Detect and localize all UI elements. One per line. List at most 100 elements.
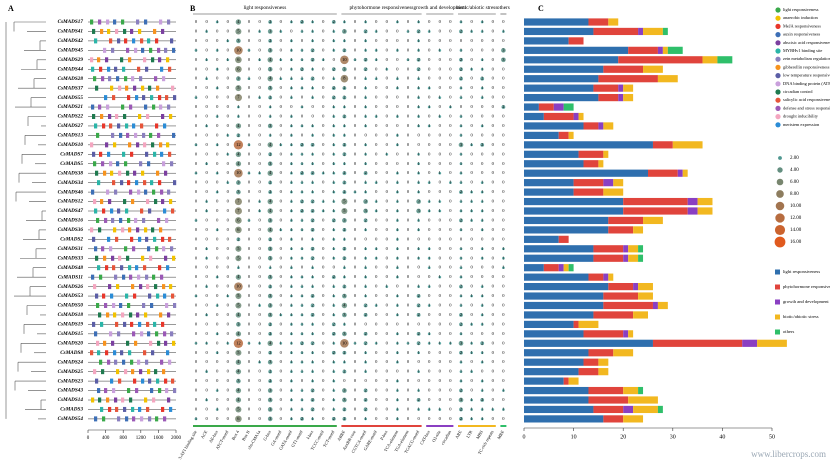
cell-value: 0 (386, 57, 389, 62)
legend-swatch (775, 64, 781, 70)
cell-value: 0 (258, 38, 261, 43)
bubble (310, 398, 315, 402)
motif (146, 321, 150, 327)
cell-value: 0 (258, 274, 261, 279)
cell-value: 0 (428, 114, 431, 119)
bubble (236, 322, 241, 327)
bubble (396, 398, 399, 402)
cell-value: 0 (375, 293, 378, 298)
bar-segment (524, 254, 594, 262)
motif (155, 123, 159, 129)
cell-value: 0 (216, 321, 219, 326)
cell-value: 0 (216, 312, 219, 317)
bubble (417, 370, 420, 373)
bubble (237, 266, 240, 270)
bar-segment (524, 264, 544, 272)
motif (129, 397, 133, 403)
bubble (268, 115, 272, 118)
cell-value: 0 (502, 151, 505, 156)
cell-value: 1 (290, 19, 292, 24)
cell-value: 1 (258, 170, 260, 175)
cell-value: 0 (195, 151, 198, 156)
cell-value: 0 (227, 47, 230, 52)
motif (115, 406, 119, 412)
cell-value: 1 (333, 38, 335, 43)
bubble (215, 389, 219, 392)
cell-value: 1 (290, 132, 292, 137)
bubble (311, 266, 314, 270)
bubble (342, 397, 347, 403)
motif (149, 340, 153, 346)
cell-value: 1 (481, 85, 483, 90)
cell-value: 0 (248, 236, 251, 241)
cell-value: 1 (205, 246, 207, 251)
cell-value: 0 (428, 57, 431, 62)
bubble (341, 198, 348, 205)
bubble (459, 313, 463, 317)
cell-value: 1 (333, 340, 335, 345)
bar-segment (603, 415, 624, 423)
bar-segment (702, 56, 718, 64)
cell-value: 0 (407, 227, 410, 232)
cell-value: 4 (237, 388, 240, 393)
cell-value: 0 (248, 359, 251, 364)
legend-label: auxin responsiveness (783, 32, 820, 37)
cell-value: 0 (449, 265, 452, 270)
bubble (417, 115, 420, 118)
bubble (310, 48, 315, 53)
cell-value: 1 (364, 114, 366, 119)
cell-value: 1 (333, 114, 335, 119)
cell-value: 0 (407, 142, 410, 147)
bar-segment (578, 320, 599, 328)
motif (92, 151, 96, 157)
bubble (438, 275, 442, 279)
motif (110, 85, 114, 91)
motif (160, 359, 164, 365)
bubble (331, 20, 336, 24)
cell-value: 0 (248, 378, 251, 383)
cell-value: 1 (502, 388, 504, 393)
cell-value: 0 (258, 114, 261, 119)
cell-value: 1 (290, 331, 292, 336)
bubble (342, 142, 347, 147)
cell-value: 0 (258, 104, 261, 109)
bubble (343, 20, 346, 24)
cell-value: 2 (364, 28, 366, 33)
cell-value: 1 (301, 350, 303, 355)
motif (168, 236, 172, 242)
cell-value: 1 (290, 66, 292, 71)
motif (120, 350, 124, 356)
cell-value: 0 (407, 293, 410, 298)
bar-segment (608, 216, 644, 225)
cell-value: 0 (354, 321, 357, 326)
motif (138, 28, 142, 34)
cell-value: 0 (407, 378, 410, 383)
cell-value: 1 (227, 151, 229, 156)
cell-value: 1 (396, 331, 398, 336)
cell-value: 1 (248, 170, 250, 175)
cell-value: 0 (470, 161, 473, 166)
motif (139, 369, 143, 375)
bar-segment (524, 396, 589, 404)
motif (130, 236, 134, 242)
cell-value: 2 (481, 397, 483, 402)
cell-value: 0 (195, 57, 198, 62)
bar-segment (524, 131, 559, 139)
bubble (310, 227, 315, 232)
bar-segment (578, 150, 604, 158)
bar-segment (524, 122, 584, 130)
bubble (268, 350, 273, 355)
cell-value: 3 (269, 274, 272, 279)
motif (117, 208, 121, 214)
motif (111, 340, 115, 346)
bar-segment (603, 179, 614, 187)
cell-value: 0 (354, 151, 357, 156)
bubble (321, 171, 325, 175)
cell-value: 1 (195, 217, 197, 222)
cell-value: 0 (428, 321, 431, 326)
bubble (459, 49, 463, 52)
cell-value: 3 (269, 416, 272, 421)
bar-segment (623, 254, 629, 262)
cell-value: 4 (237, 274, 240, 279)
bubble (300, 360, 304, 364)
